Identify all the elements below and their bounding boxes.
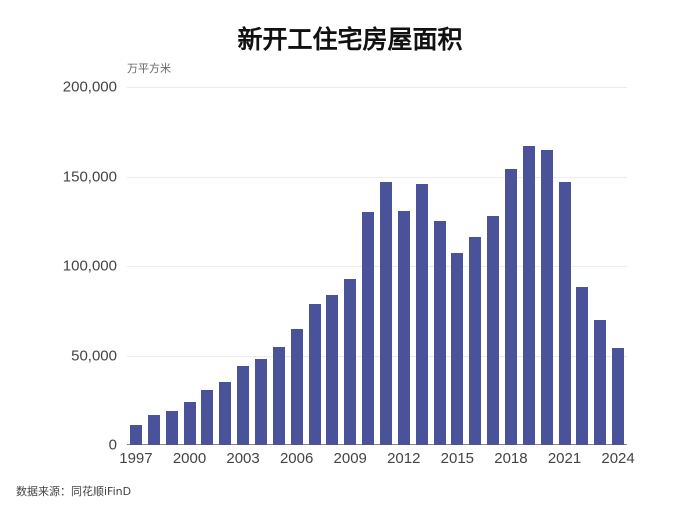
bar-2001 (201, 389, 214, 445)
bar-2009 (344, 278, 357, 445)
chart-title: 新开工住宅房屋面积 (237, 25, 463, 54)
bar-2019 (522, 146, 535, 445)
x-tick-label: 2021 (547, 450, 582, 467)
plot-area (127, 87, 627, 445)
gridline (127, 176, 627, 178)
bar-1997 (129, 425, 142, 445)
bar-2023 (594, 319, 607, 445)
bar-2007 (308, 303, 321, 445)
bar-2005 (272, 346, 285, 445)
bar-2003 (237, 366, 250, 445)
bar-2004 (254, 359, 267, 445)
bar-2006 (290, 328, 303, 445)
x-tick-label: 2024 (601, 450, 635, 467)
x-tick-label: 1997 (119, 450, 153, 467)
y-tick-label: 200,000 (62, 78, 117, 96)
y-axis-unit-label: 万平方米 (127, 62, 171, 75)
bar-2017 (487, 215, 500, 445)
bar-2022 (576, 287, 589, 445)
x-tick-label: 2000 (172, 450, 207, 467)
gridline (127, 355, 627, 357)
bar-2008 (326, 294, 339, 445)
bar-2013 (415, 183, 428, 445)
x-tick-label: 2009 (333, 450, 367, 467)
x-axis-line (127, 444, 627, 445)
bar-1998 (147, 414, 160, 445)
bar-2011 (379, 181, 392, 445)
bar-2010 (362, 212, 375, 445)
gridline (127, 266, 627, 267)
bar-2018 (504, 169, 517, 445)
bar-2021 (558, 181, 571, 445)
x-tick-label: 2015 (440, 450, 475, 467)
y-tick-label: 100,000 (62, 257, 117, 275)
bar-2020 (540, 149, 553, 445)
bar-2016 (469, 237, 482, 445)
bar-2000 (183, 402, 196, 445)
y-tick-label: 0 (108, 436, 117, 454)
x-tick-label: 2018 (494, 450, 528, 467)
y-tick-label: 50,000 (71, 347, 117, 364)
x-tick-label: 2006 (279, 450, 314, 467)
bar-2002 (219, 382, 232, 445)
bar-2024 (612, 348, 625, 445)
gridline (127, 87, 627, 88)
x-tick-label: 2003 (226, 450, 260, 467)
x-tick-label: 2012 (387, 450, 421, 467)
y-tick-label: 150,000 (62, 168, 117, 185)
bar-1999 (165, 411, 178, 445)
data-source-note: 数据来源：同花顺iFinD (16, 485, 132, 498)
bar-2012 (397, 210, 410, 445)
bar-2015 (451, 253, 464, 445)
bar-2014 (433, 221, 446, 445)
